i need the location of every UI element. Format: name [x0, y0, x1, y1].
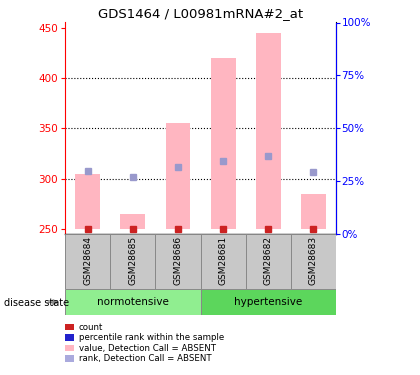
Text: GSM28685: GSM28685: [129, 236, 137, 285]
Bar: [211, 58, 236, 230]
Bar: [246, 234, 291, 289]
Text: GSM28686: GSM28686: [173, 236, 182, 285]
Text: rank, Detection Call = ABSENT: rank, Detection Call = ABSENT: [79, 354, 211, 363]
Title: GDS1464 / L00981mRNA#2_at: GDS1464 / L00981mRNA#2_at: [98, 7, 303, 20]
Bar: [165, 123, 190, 230]
Bar: [75, 174, 100, 230]
Text: GSM28683: GSM28683: [309, 236, 318, 285]
Text: disease state: disease state: [4, 298, 69, 308]
Bar: [256, 33, 281, 230]
Text: GSM28682: GSM28682: [264, 236, 273, 285]
Text: percentile rank within the sample: percentile rank within the sample: [79, 333, 224, 342]
Bar: [301, 194, 326, 230]
Bar: [291, 234, 336, 289]
Bar: [110, 234, 155, 289]
Bar: [200, 289, 336, 315]
Text: value, Detection Call = ABSENT: value, Detection Call = ABSENT: [79, 344, 215, 352]
Bar: [65, 289, 201, 315]
Bar: [121, 214, 145, 230]
Text: GSM28681: GSM28681: [219, 236, 228, 285]
Text: hypertensive: hypertensive: [234, 297, 302, 307]
Bar: [155, 234, 200, 289]
Bar: [200, 234, 246, 289]
Text: normotensive: normotensive: [97, 297, 169, 307]
Bar: [65, 234, 110, 289]
Text: GSM28684: GSM28684: [83, 236, 92, 285]
Text: count: count: [79, 322, 103, 332]
